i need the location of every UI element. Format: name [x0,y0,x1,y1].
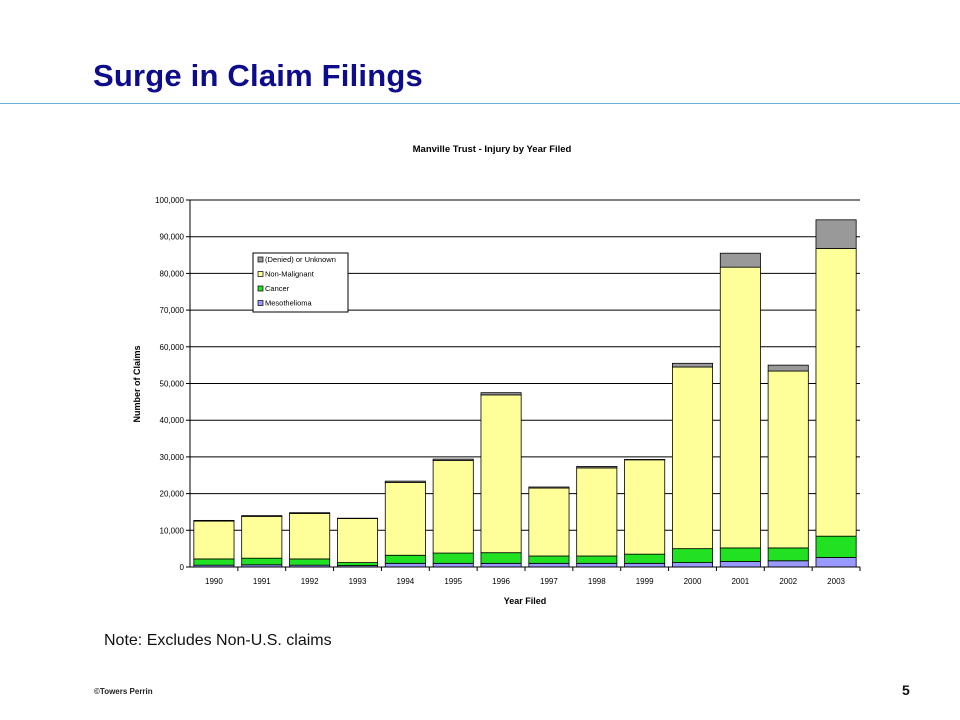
bar-segment-non-malignant-1990 [193,520,235,560]
x-tick-label: 1999 [636,577,654,586]
bar-segment-mesothelioma-1996 [480,562,522,568]
bar-segment-denied-or-unknown-2002 [767,364,809,372]
y-tick-label: 40,000 [160,416,185,425]
legend-items: (Denied) or Unknown Non-Malignant Cancer Me… [257,255,336,308]
bar-segment-non-malignant-1997 [528,487,570,557]
bar-segment-cancer-1993 [336,562,378,566]
y-tick-label: 10,000 [160,526,185,535]
x-tick-label: 2001 [731,577,749,586]
bar-segment-denied-or-unknown-2003 [815,219,857,249]
legend-label: Non-Malignant [265,270,315,279]
bar-segment-denied-or-unknown-1998 [576,466,618,469]
y-tick-label: 60,000 [160,343,185,352]
bar-segment-mesothelioma-1994 [384,562,426,568]
bar-segment-cancer-1997 [528,555,570,564]
bar-segment-non-malignant-1992 [289,513,331,560]
legend-swatch [257,271,264,277]
y-tick-labels: 0 10,000 20,000 30,000 40,000 50,000 60,000 70,… [155,196,190,572]
bar-segment-mesothelioma-1997 [528,562,570,568]
bar-segment-non-malignant-2002 [767,370,809,549]
bar-segment-cancer-2000 [672,548,714,563]
bar-segment-mesothelioma-2001 [719,561,761,568]
legend-label: (Denied) or Unknown [265,255,336,264]
bar-segment-cancer-2001 [719,547,761,562]
slide-title: Surge in Claim Filings [93,58,423,93]
y-tick-label: 80,000 [160,269,185,278]
x-tick-label: 1991 [253,577,271,586]
bar-segment-cancer-1999 [624,553,666,564]
bar-segment-mesothelioma-1998 [576,562,618,568]
x-tick-label: 2003 [827,577,845,586]
bar-segment-non-malignant-1998 [576,467,618,557]
chart-title: Manville Trust - Injury by Year Filed [413,144,572,155]
x-tick-label: 2000 [684,577,702,586]
bar-segment-denied-or-unknown-1997 [528,486,570,489]
bar-segment-denied-or-unknown-1991 [241,515,283,517]
bar-segment-cancer-2003 [815,535,857,558]
y-tick-label: 0 [180,563,185,572]
chart-legend: (Denied) or Unknown Non-Malignant Cancer Me… [252,252,349,313]
x-axis-label: Year Filed [504,596,547,606]
bar-segment-denied-or-unknown-1994 [384,480,426,483]
x-tick-label: 1998 [588,577,606,586]
y-tick-label: 70,000 [160,306,185,315]
y-axis-label: Number of Claims [132,345,142,422]
legend-swatch [257,300,264,306]
bar-segment-denied-or-unknown-1996 [480,392,522,396]
bar-segment-mesothelioma-2003 [815,557,857,568]
bar-segment-denied-or-unknown-2001 [719,252,761,268]
x-tick-label: 1990 [205,577,223,586]
x-tick-label: 1992 [301,577,319,586]
bar-segment-cancer-1995 [432,552,474,564]
x-tick-label: 1995 [444,577,462,586]
bar-segment-mesothelioma-2002 [767,560,809,568]
bar-segment-non-malignant-1993 [336,518,378,563]
legend-label: Cancer [265,284,290,293]
x-tick-label: 1993 [349,577,367,586]
bar-segment-non-malignant-1996 [480,394,522,554]
bar-segment-denied-or-unknown-1990 [193,519,235,522]
title-divider [0,103,960,104]
bar-segment-mesothelioma-1995 [432,562,474,568]
bar-segment-non-malignant-2003 [815,248,857,537]
bar-segment-cancer-1998 [576,555,618,564]
page-number: 5 [902,682,910,698]
x-tick-label: 2002 [779,577,797,586]
legend-label: Mesothelioma [265,299,313,308]
y-tick-label: 30,000 [160,453,185,462]
x-tick-label: 1994 [396,577,414,586]
bar-segment-non-malignant-2000 [672,366,714,550]
y-tick-label: 20,000 [160,490,185,499]
legend-box [252,252,349,313]
bar-segment-denied-or-unknown-1992 [289,512,331,514]
bar-segment-cancer-2002 [767,547,809,562]
y-tick-label: 50,000 [160,380,185,389]
footnote: Note: Excludes Non-U.S. claims [104,632,332,649]
bar-segment-denied-or-unknown-1995 [432,458,474,461]
bar-segment-cancer-1991 [241,557,283,566]
legend-swatch [257,256,264,263]
bar-segment-cancer-1990 [193,558,235,566]
bar-segment-non-malignant-1991 [241,515,283,559]
x-tick-labels: 1990 1991 1992 1993 1994 1995 1996 1997 1998 1999… [205,567,861,586]
bar-segment-denied-or-unknown-2000 [672,362,714,368]
bar-segment-mesothelioma-2000 [672,562,714,568]
bar-segment-non-malignant-1995 [432,460,474,554]
bar-series-group [193,219,857,568]
bar-segment-non-malignant-1994 [384,482,426,556]
x-tick-label: 1996 [492,577,510,586]
bar-segment-mesothelioma-1999 [624,562,666,568]
bar-segment-cancer-1996 [480,552,522,564]
bar-segment-cancer-1992 [289,558,331,566]
y-tick-label: 90,000 [160,233,185,242]
bar-segment-non-malignant-2001 [719,266,761,549]
bar-segment-non-malignant-1999 [624,459,666,555]
legend-swatch [257,285,264,292]
footer-copyright: ©Towers Perrin [94,687,153,696]
x-tick-label: 1997 [540,577,558,586]
y-tick-label: 100,000 [155,196,184,205]
bar-segment-cancer-1994 [384,554,426,564]
